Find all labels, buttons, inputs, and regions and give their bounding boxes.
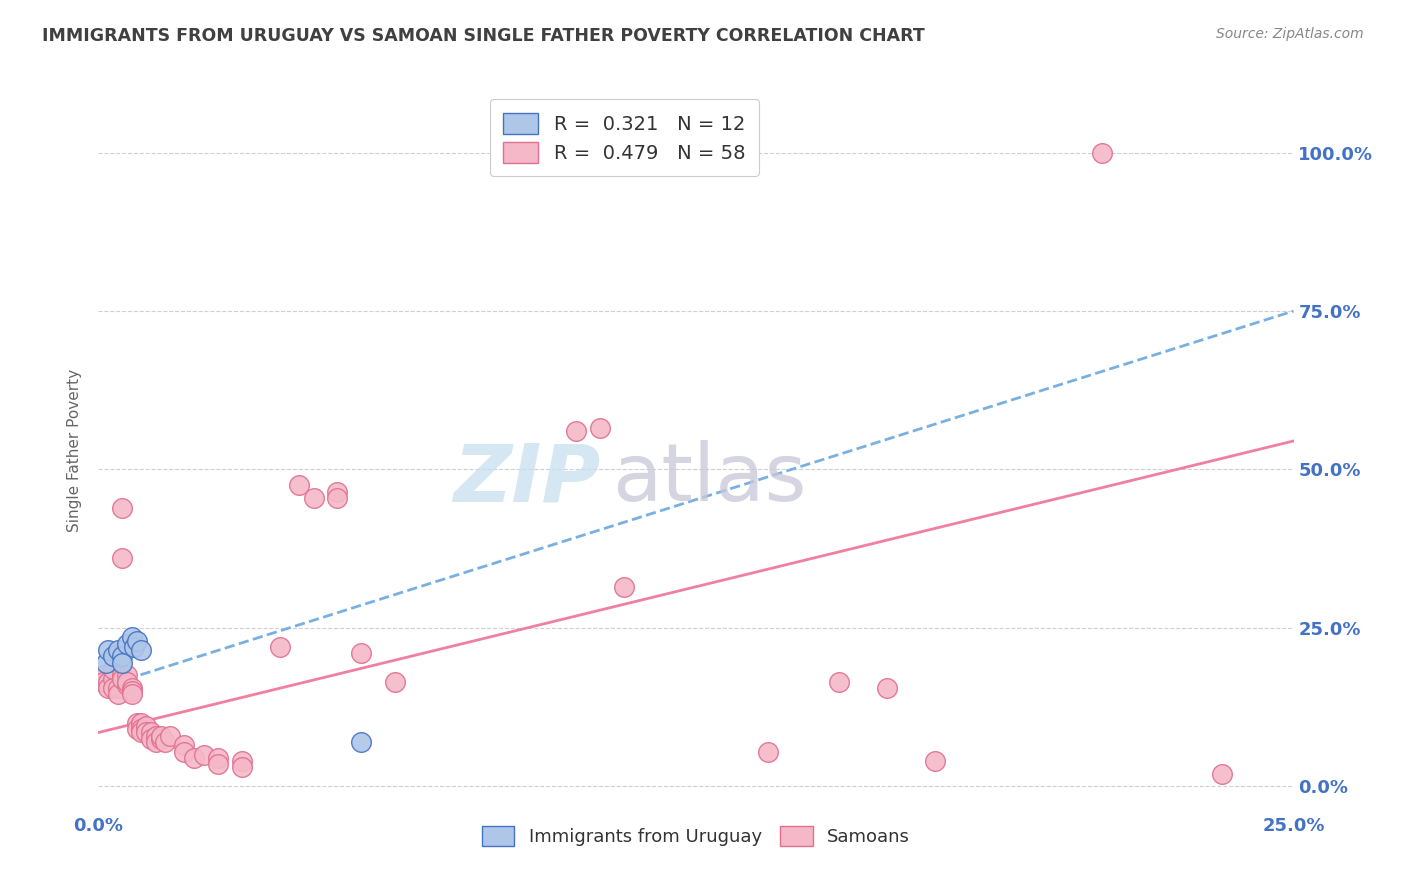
Point [231,760,253,774]
Point [155,735,177,749]
Point [97,643,120,657]
Point [207,751,229,765]
Point [183,751,205,765]
Point [302,491,325,505]
Text: atlas: atlas [613,441,807,518]
Point [207,757,229,772]
Text: Source: ZipAtlas.com: Source: ZipAtlas.com [1216,27,1364,41]
Point [135,725,157,739]
Point [111,649,134,664]
Point [125,723,148,737]
Text: IMMIGRANTS FROM URUGUAY VS SAMOAN SINGLE FATHER POVERTY CORRELATION CHART: IMMIGRANTS FROM URUGUAY VS SAMOAN SINGLE… [42,27,925,45]
Point [111,672,134,686]
Point [124,640,146,654]
Point [107,681,129,695]
Point [149,731,172,746]
Point [111,656,134,670]
Point [107,688,129,702]
Text: ZIP: ZIP [453,441,600,518]
Point [145,729,167,743]
Point [565,425,588,439]
Point [125,716,148,731]
Point [139,731,162,746]
Point [326,491,349,505]
Point [288,478,311,492]
Point [121,688,143,702]
Point [111,668,134,682]
Point [159,729,181,743]
Point [145,735,167,749]
Point [107,643,129,657]
Point [756,744,779,758]
Point [613,580,636,594]
Point [101,681,124,695]
Point [91,674,114,689]
Point [115,674,138,689]
Point [115,678,138,692]
Point [193,747,215,762]
Point [231,754,253,768]
Point [131,643,153,657]
Point [115,668,138,682]
Point [828,674,851,689]
Point [924,754,946,768]
Legend: Immigrants from Uruguay, Samoans: Immigrants from Uruguay, Samoans [475,819,917,854]
Point [125,633,148,648]
Point [1211,766,1233,780]
Point [173,744,195,758]
Point [326,484,349,499]
Point [111,500,134,515]
Point [1091,145,1114,160]
Point [131,716,153,731]
Point [121,684,143,698]
Point [173,738,195,752]
Point [350,735,373,749]
Point [139,725,162,739]
Point [101,649,124,664]
Point [121,681,143,695]
Point [589,421,612,435]
Point [121,631,143,645]
Point [131,723,153,737]
Y-axis label: Single Father Poverty: Single Father Poverty [67,369,83,532]
Point [269,640,291,654]
Point [111,551,134,566]
Point [101,672,124,686]
Point [384,674,406,689]
Point [135,719,157,733]
Point [97,674,120,689]
Point [131,725,153,739]
Point [149,729,172,743]
Point [101,662,124,676]
Point [876,681,898,695]
Point [350,646,373,660]
Point [97,681,120,695]
Point [115,637,138,651]
Point [94,656,117,670]
Point [91,668,114,682]
